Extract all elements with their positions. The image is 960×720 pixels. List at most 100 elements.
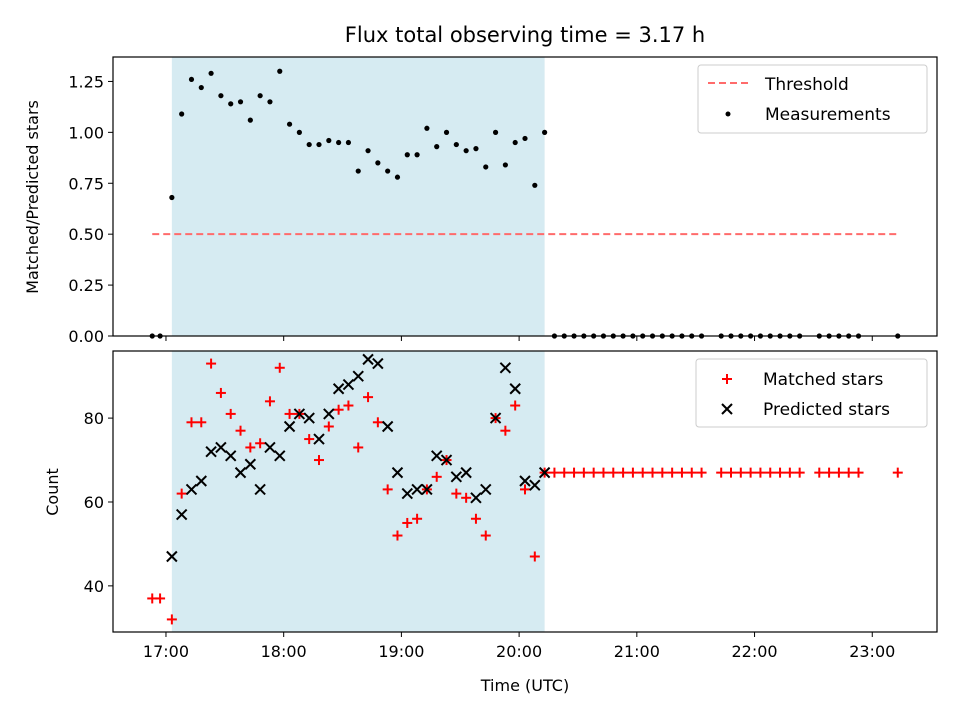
matched-stars-point (853, 467, 864, 478)
matched-stars-point (520, 484, 530, 495)
measurement-point (492, 129, 499, 135)
predicted-stars-point (401, 487, 413, 500)
measurement-point (473, 146, 479, 152)
matched-stars-point (824, 467, 835, 478)
predicted-stars-point (303, 412, 315, 424)
predicted-stars-point (372, 357, 384, 370)
predicted-stars-point (489, 412, 502, 424)
measurement-point (365, 148, 371, 154)
observing-interval-shade-top (171, 57, 545, 336)
legend-predicted-swatch (721, 403, 733, 415)
matched-stars-point (588, 467, 599, 478)
matched-stars-point (667, 467, 678, 478)
predicted-stars-point (254, 483, 266, 496)
matched-stars-point (461, 492, 472, 503)
predicted-stars-point (215, 441, 227, 454)
x-tick-label: 19:00 (378, 642, 424, 661)
matched-stars-point (608, 467, 619, 478)
matched-stars-point (735, 467, 746, 478)
top-legend: Threshold Measurements (697, 64, 928, 134)
bottom-legend: Matched stars Predicted stars (695, 358, 928, 428)
predicted-stars-point (440, 454, 453, 466)
matched-stars-point (833, 467, 844, 478)
measurement-point (502, 162, 508, 168)
matched-stars-point (451, 488, 462, 499)
matched-stars-point (353, 442, 364, 453)
measurement-point (443, 129, 450, 135)
matched-stars-point (186, 417, 197, 428)
y-tick-label: 40 (84, 577, 104, 596)
bottom-panel-ticks: 17:00 18:00 19:00 20:00 21:00 22:00 23:00 40 60 8… (84, 409, 896, 661)
top-panel-frame (112, 56, 938, 337)
matched-stars-point (255, 438, 266, 449)
y-tick-label: 0.25 (68, 276, 104, 295)
matched-stars-point (765, 467, 776, 478)
legend-threshold-label: Threshold (764, 75, 849, 95)
top-panel-ticks: 0.00 0.25 0.50 0.75 1.00 1.25 (68, 72, 873, 346)
y-tick-label: 1.00 (68, 123, 104, 142)
bottom-y-axis-label: Count (43, 468, 62, 516)
predicted-stars-point (166, 550, 178, 563)
top-panel-marks (149, 68, 901, 339)
measurement-point (385, 168, 391, 174)
measurement-point (326, 137, 332, 144)
bottom-legend-box (695, 358, 928, 428)
measurement-point (394, 174, 401, 180)
measurement-point (336, 139, 342, 146)
matched-stars-point (333, 404, 344, 415)
matched-stars-point (726, 467, 736, 478)
x-tick-label: 17:00 (143, 642, 189, 661)
measurement-point (267, 99, 273, 105)
predicted-stars-point (470, 492, 482, 504)
matched-stars-point (657, 467, 668, 478)
matched-stars-point (775, 467, 786, 478)
predicted-stars-point (431, 450, 443, 462)
measurement-point (169, 194, 175, 201)
predicted-stars-point (538, 466, 551, 479)
predicted-stars-point (332, 383, 345, 395)
predicted-stars-point (342, 378, 355, 391)
matched-stars-point (245, 442, 256, 453)
predicted-stars-point (205, 445, 217, 458)
matched-stars-point (716, 467, 727, 478)
top-y-axis-label: Matched/Predicted stars (23, 100, 42, 294)
predicted-stars-point (529, 479, 541, 491)
measurement-point (218, 93, 224, 99)
matched-stars-point (402, 517, 413, 528)
x-tick-label: 23:00 (849, 642, 895, 661)
matched-stars-point (843, 467, 854, 478)
matched-stars-point (264, 396, 275, 407)
matched-stars-point (431, 471, 442, 482)
measurement-point (237, 99, 244, 105)
measurement-point (179, 111, 185, 117)
predicted-stars-point (411, 483, 423, 496)
matched-stars-point (225, 408, 236, 419)
predicted-stars-point (499, 362, 512, 374)
y-tick-label: 0.00 (68, 327, 104, 346)
measurement-point (188, 76, 195, 83)
measurement-point (375, 160, 381, 166)
predicted-stars-point (185, 483, 198, 496)
measurement-point (247, 117, 253, 123)
measurement-point (316, 141, 322, 148)
measurement-point (434, 144, 440, 150)
x-tick-label: 18:00 (261, 642, 307, 661)
measurement-point (542, 129, 548, 135)
matched-stars-point (745, 467, 756, 478)
predicted-stars-point (244, 458, 257, 470)
matched-stars-point (480, 530, 491, 541)
legend-matched-marker (722, 374, 732, 384)
predicted-stars-point (421, 483, 433, 496)
matched-stars-point (382, 484, 393, 495)
measurement-point (483, 164, 489, 170)
predicted-stars-point (313, 433, 325, 445)
measurement-point (414, 152, 420, 158)
matched-stars-point (206, 358, 217, 369)
x-tick-label: 20:00 (496, 642, 542, 661)
predicted-stars-point (352, 370, 364, 382)
top-legend-box (697, 64, 928, 134)
matched-stars-point (215, 387, 226, 398)
measurement-point (463, 148, 469, 154)
measurement-point (306, 141, 312, 148)
matched-stars-point (500, 425, 511, 436)
